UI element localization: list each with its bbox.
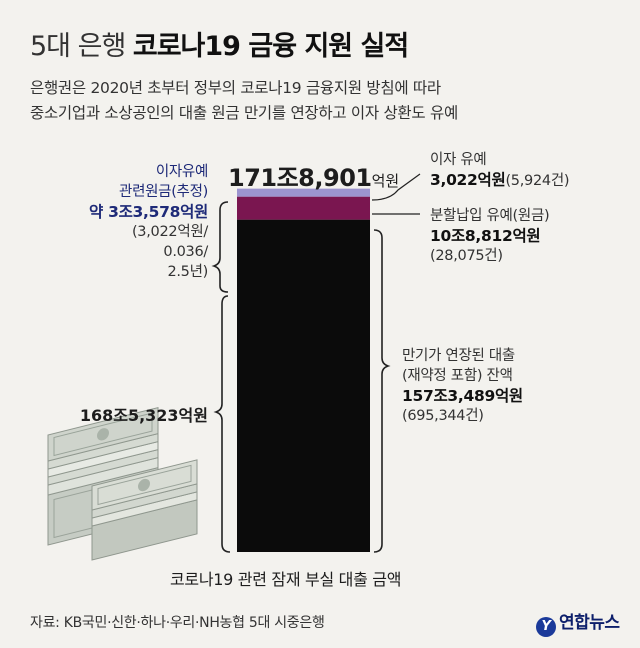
annotation-principal-title: 분할납입 유예(원금) (430, 208, 550, 224)
total-unit: 억원 (371, 172, 400, 190)
money-stack-icon (47, 406, 198, 561)
annotation-left-bottom-amount: 168조5,323억원 (79, 406, 208, 425)
annotation-principal-count: (28,075건) (430, 248, 503, 264)
bar-segment-principal (237, 196, 370, 220)
x-axis-label: 코로나19 관련 잠재 부실 대출 금액 (170, 570, 402, 589)
bracket-left-top (211, 201, 229, 293)
annotation-principal-amount: 10조8,812억원 (430, 227, 541, 245)
annotation-left-line1: 이자유예 (155, 164, 208, 180)
page-title: 5대 은행 코로나19 금융 지원 실적 (30, 24, 409, 63)
annotation-interest-count: (5,924건) (505, 173, 570, 189)
annotation-maturity-line1: 만기가 연장된 대출 (402, 348, 515, 364)
annotation-left-calc2: 0.036/ (163, 244, 208, 260)
annotation-maturity-amount: 157조3,489억원 (402, 387, 523, 405)
logo-text: 연합뉴스 (559, 613, 620, 633)
annotation-maturity: 만기가 연장된 대출 (재약정 포함) 잔액 157조3,489억원 (695,… (402, 346, 523, 426)
annotation-maturity-line2: (재약정 포함) 잔액 (402, 368, 513, 384)
description-line-2: 중소기업과 소상공인의 대출 원금 만기를 연장하고 이자 상환도 유예 (30, 104, 458, 122)
total-value: 171조8,901 (228, 164, 372, 192)
total-label: 171조8,901억원 (228, 158, 399, 193)
bracket-right-maturity (373, 229, 391, 553)
annotation-interest-amount: 3,022억원 (430, 171, 506, 189)
title-prefix: 5대 은행 (30, 31, 126, 62)
annotation-maturity-count: (695,344건) (402, 408, 484, 424)
source-note: 자료: KB국민·신한·하나·우리·NH농협 5대 시중은행 (30, 615, 325, 631)
title-main: 코로나19 금융 지원 실적 (132, 31, 409, 62)
annotation-interest-title: 이자 유예 (430, 152, 487, 168)
annotation-principal: 분할납입 유예(원금) 10조8,812억원 (28,075건) (430, 206, 550, 266)
annotation-interest-principal: 이자유예 관련원금(추정) 약 3조3,578억원 (3,022억원/ 0.03… (89, 162, 208, 282)
annotation-left-amount: 약 3조3,578억원 (89, 203, 208, 221)
bar-segment-maturity (237, 219, 370, 553)
bracket-left-full (213, 295, 231, 553)
yonhap-logo-icon: Y (536, 617, 556, 637)
description-line-1: 은행권은 2020년 초부터 정부의 코로나19 금융지원 방침에 따라 (30, 79, 441, 97)
annotation-left-line2: 관련원금(추정) (119, 184, 208, 200)
annotation-left-calc1: (3,022억원/ (131, 224, 208, 240)
bar-segment-interest (237, 188, 370, 197)
leader-line-interest (371, 173, 421, 201)
yonhap-logo: Y 연합뉴스 (536, 608, 620, 637)
annotation-interest: 이자 유예 3,022억원(5,924건) (430, 150, 570, 191)
annotation-left-calc3: 2.5년) (167, 264, 208, 280)
